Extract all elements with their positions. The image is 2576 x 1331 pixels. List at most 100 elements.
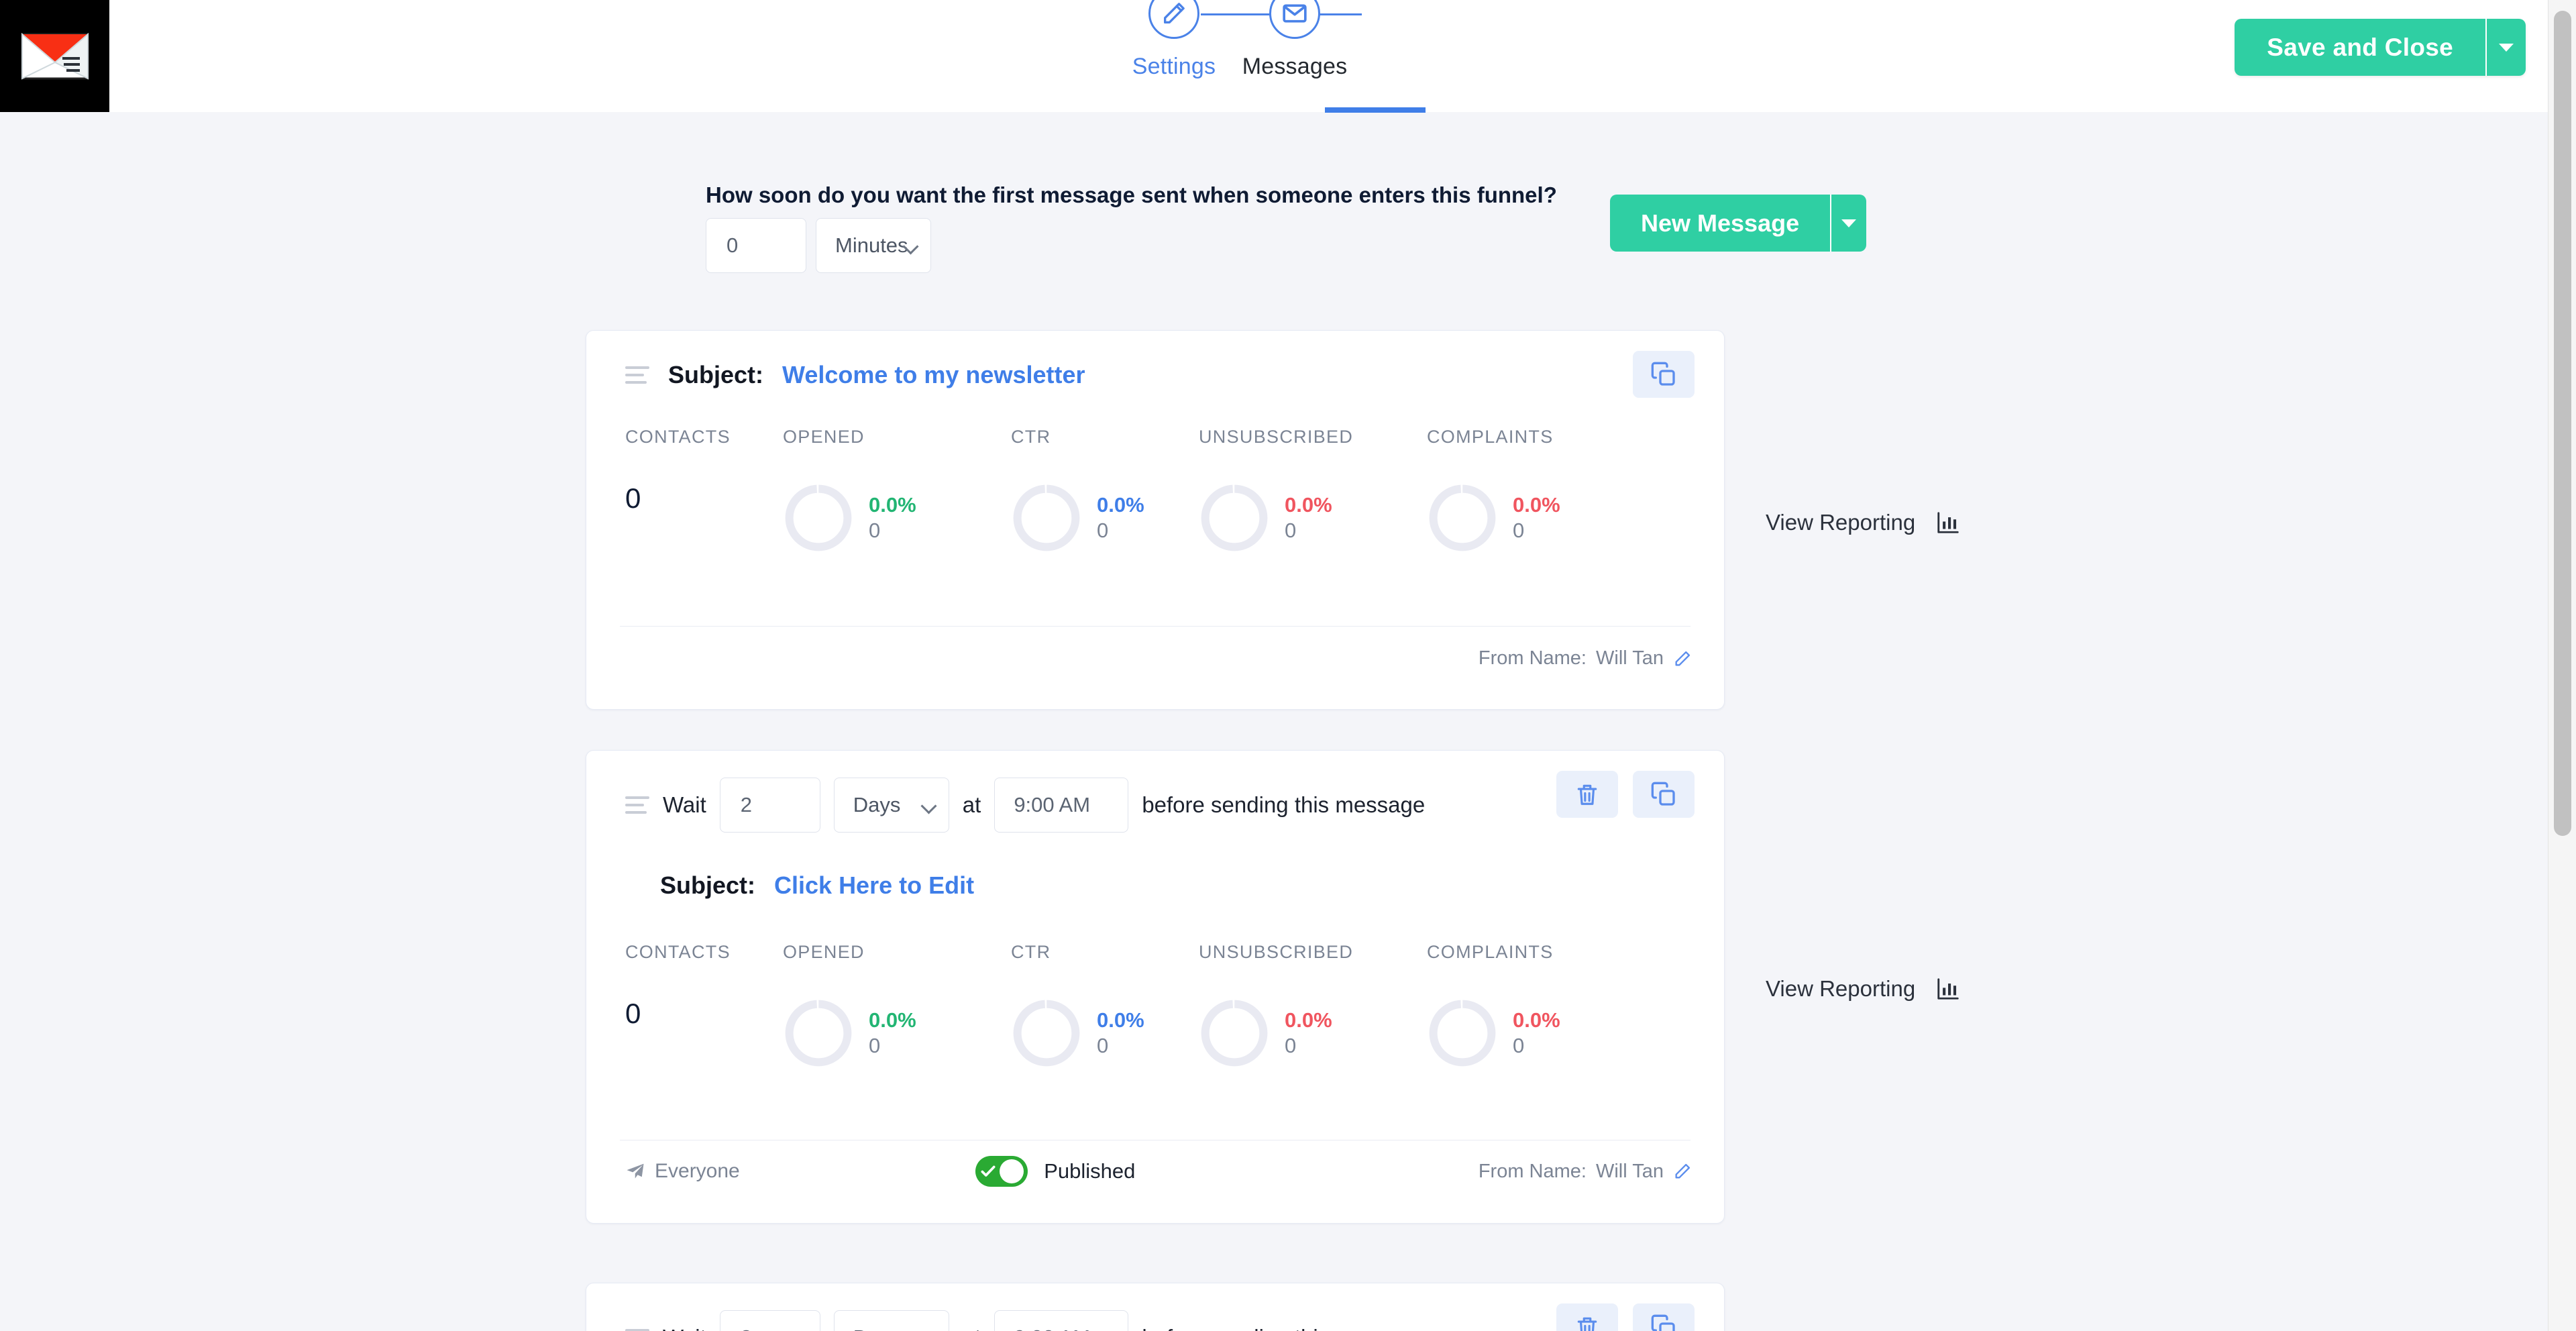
pencil-icon bbox=[1164, 3, 1185, 23]
stat-percent: 0.0% bbox=[1285, 1008, 1332, 1032]
wait-time-input[interactable]: 9:00 AM bbox=[994, 1310, 1129, 1331]
stat-contacts: CONTACTS 0 bbox=[625, 427, 783, 553]
subject-link[interactable]: Welcome to my newsletter bbox=[782, 361, 1085, 388]
opened-donut-icon bbox=[785, 484, 852, 551]
from-name-label: From Name: bbox=[1478, 647, 1587, 669]
pencil-edit-icon[interactable] bbox=[1673, 1162, 1692, 1181]
stat-percent: 0.0% bbox=[1097, 493, 1144, 517]
stat-percent: 0.0% bbox=[1097, 1008, 1144, 1032]
complaints-donut-icon bbox=[1429, 484, 1496, 551]
wait-unit-value: Days bbox=[833, 1310, 949, 1331]
delay-value-input[interactable] bbox=[706, 218, 806, 273]
audience-label: Everyone bbox=[655, 1160, 740, 1182]
new-message-button[interactable]: New Message bbox=[1610, 195, 1831, 252]
bar-chart-icon bbox=[1937, 512, 1959, 533]
card-footer: Everyone Published From Name: Will Tan bbox=[625, 1156, 1692, 1187]
stat-percent: 0.0% bbox=[869, 1008, 916, 1032]
stat-label: CTR bbox=[1011, 942, 1051, 962]
drag-handle-icon[interactable] bbox=[625, 1329, 649, 1331]
stat-ctr: CTR 0.0% 0 bbox=[1011, 427, 1199, 553]
chevron-down-icon bbox=[1841, 219, 1857, 227]
complaints-donut-icon bbox=[1429, 1000, 1496, 1067]
stat-count: 0 bbox=[1513, 1034, 1525, 1057]
from-name-row[interactable]: From Name: Will Tan bbox=[1479, 1161, 1692, 1183]
copy-icon bbox=[1651, 1314, 1675, 1331]
stat-label: UNSUBSCRIBED bbox=[1199, 942, 1354, 962]
publish-toggle[interactable] bbox=[975, 1156, 1028, 1187]
delete-message-button[interactable] bbox=[1556, 1303, 1618, 1331]
drag-handle-icon[interactable] bbox=[625, 796, 649, 814]
delay-unit-select[interactable]: Minutes bbox=[816, 218, 931, 273]
stat-label: CONTACTS bbox=[625, 942, 731, 962]
stat-value: 0 bbox=[625, 482, 641, 514]
publish-toggle-wrap: Published bbox=[975, 1156, 1135, 1187]
before-sending-label: before sending this message bbox=[1142, 792, 1426, 817]
messages-step-circle[interactable] bbox=[1269, 0, 1320, 39]
app-logo[interactable] bbox=[0, 0, 109, 112]
message-card: Wait Days at 9:00 AM before sending this… bbox=[586, 1283, 1725, 1331]
message-card: Subject: Welcome to my newsletter CONTAC… bbox=[586, 330, 1725, 710]
from-name-label: From Name: bbox=[1478, 1160, 1587, 1182]
from-name-row[interactable]: From Name: Will Tan bbox=[1479, 647, 1692, 670]
page-scrollbar[interactable] bbox=[2548, 0, 2576, 1331]
tab-settings[interactable]: Settings bbox=[1114, 0, 1234, 80]
wait-unit-select[interactable]: Days bbox=[833, 1310, 949, 1331]
chevron-down-icon bbox=[2499, 43, 2514, 52]
drag-handle-icon[interactable] bbox=[625, 366, 649, 384]
save-options-caret[interactable] bbox=[2485, 19, 2526, 76]
stat-count: 0 bbox=[1285, 1034, 1297, 1057]
copy-icon bbox=[1651, 362, 1675, 386]
view-reporting-link[interactable]: View Reporting bbox=[1766, 510, 1961, 535]
wait-time-input[interactable]: 9:00 AM bbox=[994, 778, 1129, 833]
wait-value-input[interactable] bbox=[719, 778, 820, 833]
stat-label: CTR bbox=[1011, 427, 1051, 447]
stat-count: 0 bbox=[869, 519, 881, 542]
stat-ctr: CTR 0.0% 0 bbox=[1011, 942, 1199, 1069]
message-stats: CONTACTS 0 OPENED 0.0% 0 CTR bbox=[625, 942, 1628, 1069]
wait-label: Wait bbox=[663, 1325, 706, 1331]
envelope-logo-icon bbox=[21, 32, 89, 80]
subject-label: Subject: bbox=[660, 871, 756, 899]
pencil-edit-icon[interactable] bbox=[1673, 649, 1692, 668]
settings-step-circle[interactable] bbox=[1148, 0, 1199, 39]
unsubscribed-donut-icon bbox=[1201, 1000, 1268, 1067]
card-actions bbox=[1556, 1303, 1695, 1331]
tab-messages[interactable]: Messages bbox=[1234, 0, 1355, 80]
top-bar: Settings Messages Save and Close bbox=[0, 0, 2566, 113]
wait-unit-select[interactable]: Days bbox=[833, 778, 949, 833]
stat-opened: OPENED 0.0% 0 bbox=[783, 427, 1011, 553]
stat-label: CONTACTS bbox=[625, 427, 731, 447]
duplicate-message-button[interactable] bbox=[1633, 771, 1695, 818]
save-and-close-button[interactable]: Save and Close bbox=[2235, 19, 2485, 76]
stat-count: 0 bbox=[1097, 519, 1109, 542]
paper-plane-icon bbox=[627, 1163, 644, 1179]
wait-row: Wait Days at 9:00 AM before sending this… bbox=[625, 778, 1425, 833]
opened-donut-icon bbox=[785, 1000, 852, 1067]
audience-indicator[interactable]: Everyone bbox=[625, 1160, 740, 1183]
view-reporting-label: View Reporting bbox=[1766, 510, 1916, 535]
copy-icon bbox=[1651, 782, 1675, 806]
active-tab-underline bbox=[1325, 107, 1426, 113]
wait-label: Wait bbox=[663, 792, 706, 817]
at-label: at bbox=[963, 1325, 981, 1331]
wait-value-input[interactable] bbox=[719, 1310, 820, 1331]
ctr-donut-icon bbox=[1013, 1000, 1080, 1067]
stat-percent: 0.0% bbox=[1285, 493, 1332, 517]
first-message-delay-question: How soon do you want the first message s… bbox=[706, 182, 1557, 207]
check-icon bbox=[981, 1165, 996, 1177]
card-actions bbox=[1556, 771, 1695, 818]
stat-label: COMPLAINTS bbox=[1427, 427, 1554, 447]
envelope-icon bbox=[1283, 4, 1307, 23]
delete-message-button[interactable] bbox=[1556, 771, 1618, 818]
from-name-value: Will Tan bbox=[1595, 1160, 1664, 1182]
wizard-steps: Settings Messages bbox=[1114, 0, 1362, 80]
ctr-donut-icon bbox=[1013, 484, 1080, 551]
duplicate-message-button[interactable] bbox=[1633, 1303, 1695, 1331]
view-reporting-link[interactable]: View Reporting bbox=[1766, 976, 1961, 1002]
duplicate-message-button[interactable] bbox=[1633, 351, 1695, 398]
subject-link[interactable]: Click Here to Edit bbox=[774, 871, 975, 899]
bar-chart-icon bbox=[1937, 978, 1959, 1000]
before-sending-label: before sending this message bbox=[1142, 1325, 1425, 1331]
new-message-options-caret[interactable] bbox=[1830, 195, 1867, 252]
scrollbar-thumb[interactable] bbox=[2554, 11, 2571, 836]
